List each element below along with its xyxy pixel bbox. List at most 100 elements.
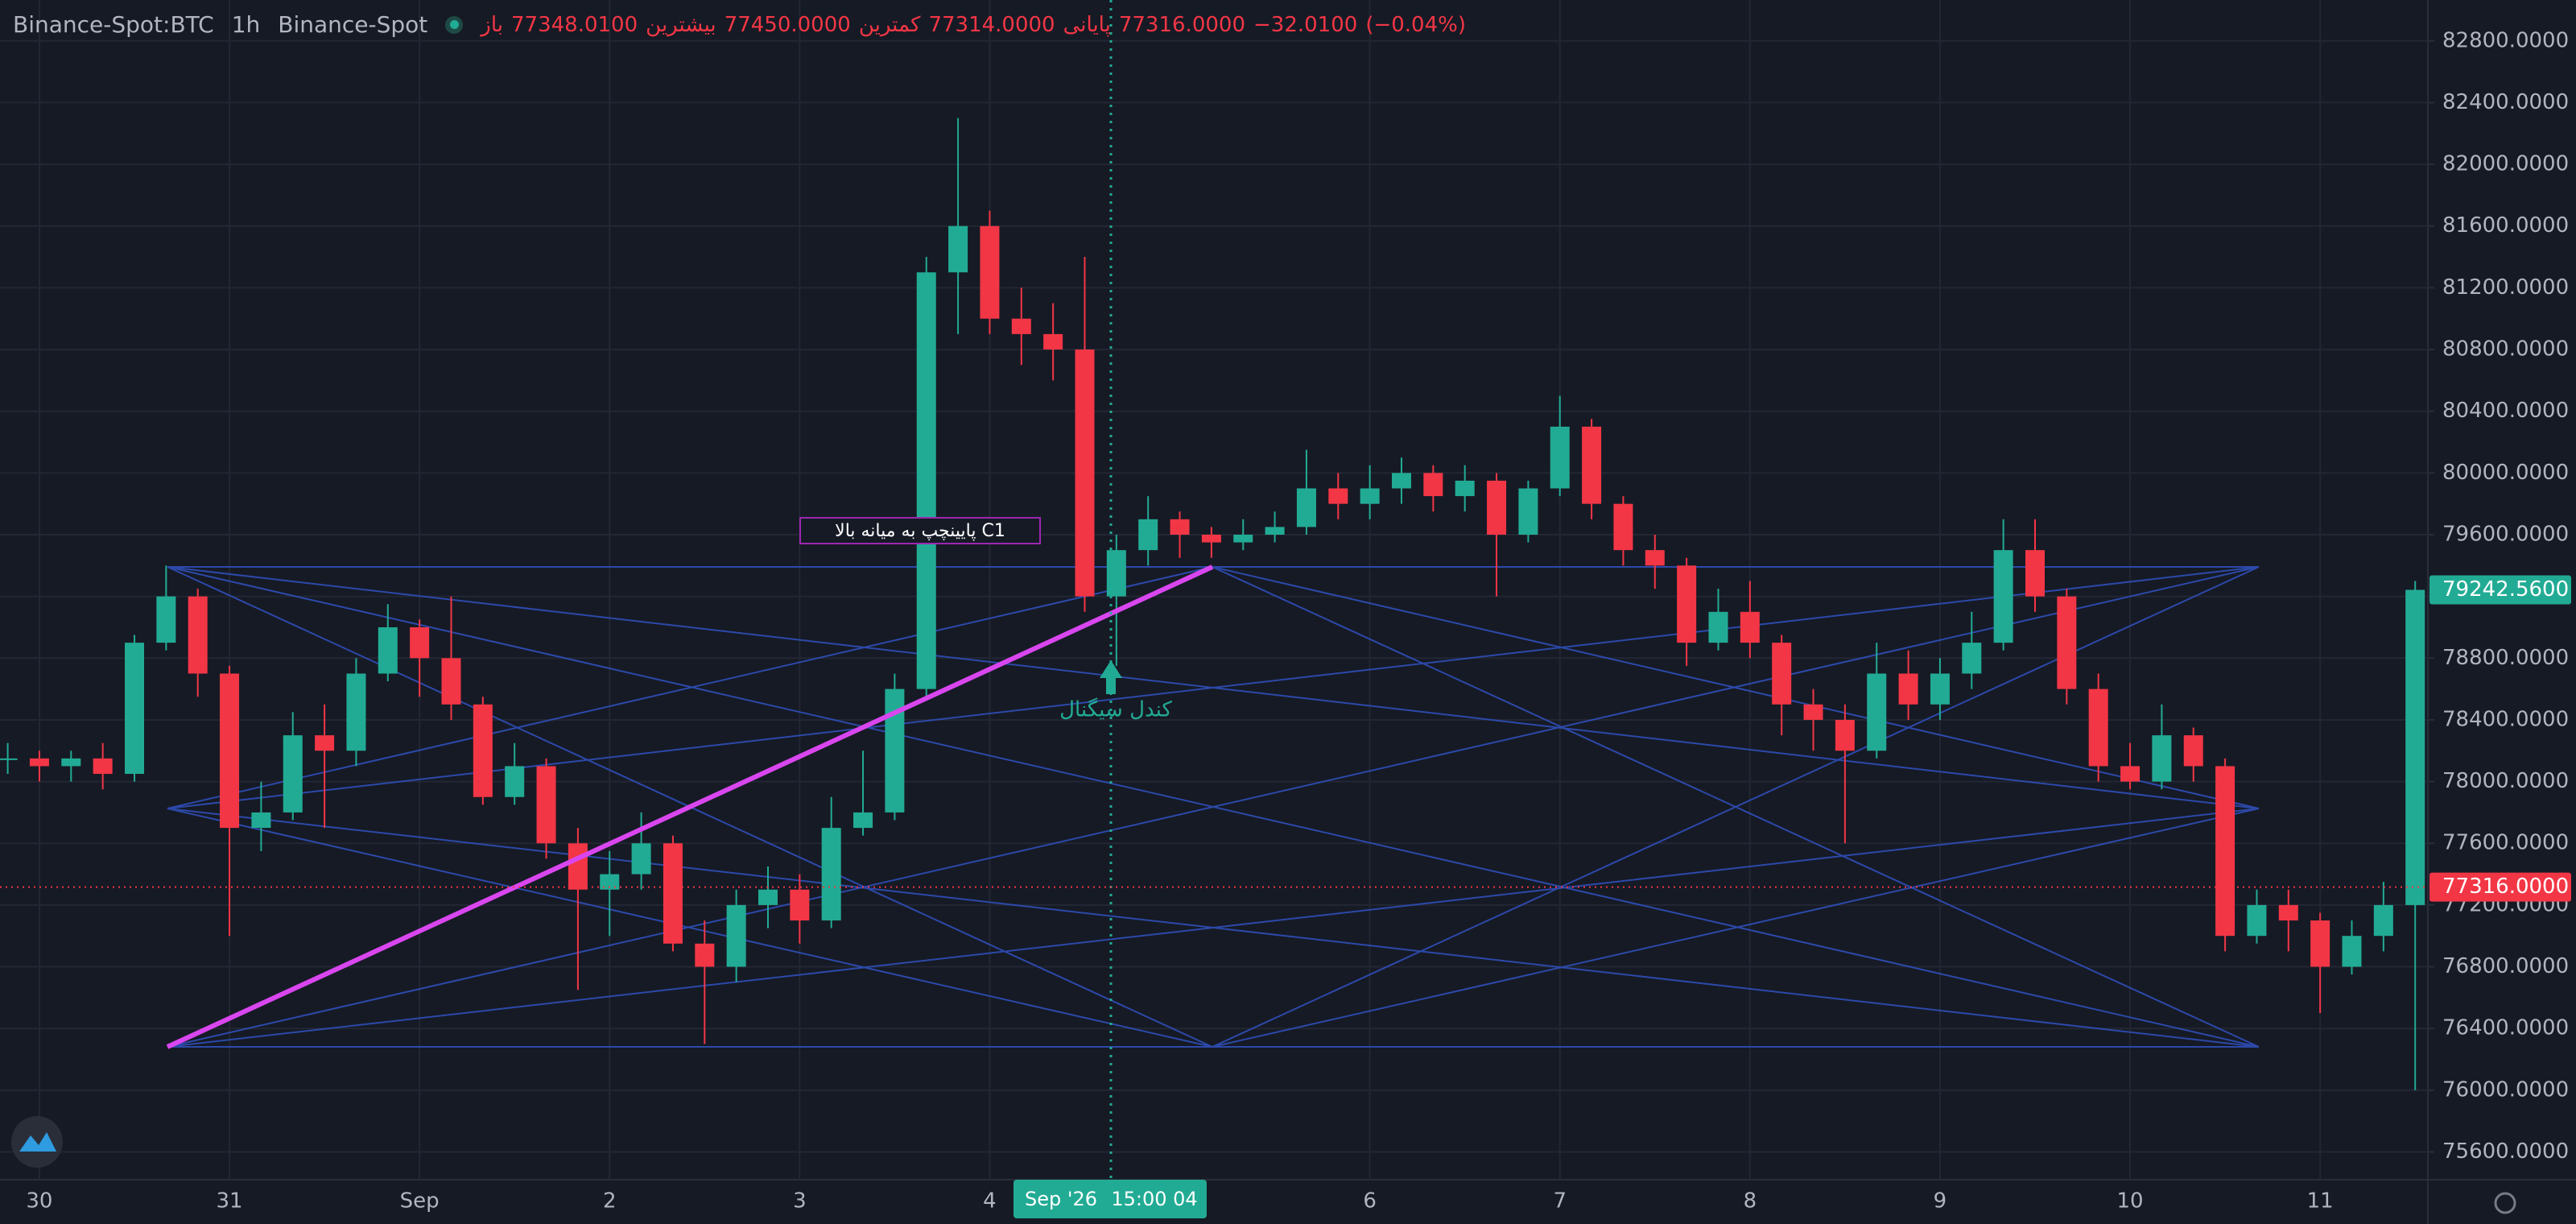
candle-body [2405,589,2425,905]
symbol: Binance-Spot:BTC [13,11,214,38]
crosshair-date: Sep '26 [1025,1188,1097,1210]
y-tick-label: 80800.0000 [2442,337,2569,362]
candle-body [2215,766,2235,937]
candle-body [2120,766,2140,782]
candle-body [980,225,1000,319]
drawing-line [1212,566,2260,1048]
candle-body [948,225,968,273]
settings-gear[interactable] [2494,1192,2516,1214]
candle-body [1201,534,1221,543]
candle-body [1803,704,1823,720]
candle-body [93,758,113,775]
drawing-line [1212,566,2260,809]
y-tick-label: 82800.0000 [2442,28,2569,52]
drawing-line [1212,808,2260,1048]
candle-body [1772,643,1792,705]
candle-body [1867,673,1887,751]
candle-body [1582,426,1602,504]
price-tag [2429,575,2571,605]
candle-body [2025,550,2045,597]
candle-body [410,626,430,659]
y-tick-label: 77600.0000 [2442,831,2569,855]
candle-body [2373,904,2393,937]
signal-arrow [1100,660,1122,694]
y-tick-label: 81200.0000 [2442,275,2569,300]
candle-body [1518,488,1538,535]
candle-body [1360,488,1380,504]
settings-icon[interactable] [2494,1192,2516,1214]
candle-body [346,673,366,751]
candle-body [1930,673,1950,705]
x-tick-label: Sep [400,1189,440,1214]
candle-body [1993,550,2013,643]
candle-body [821,828,841,921]
candle-body [156,596,176,643]
y-tick-label: 79600.0000 [2442,522,2569,546]
candle-body [2088,688,2108,767]
candle-body [1898,673,1918,705]
candle-body [61,758,81,767]
candle-body [1011,318,1031,334]
candle-body [1075,349,1095,597]
candle-body [631,843,651,875]
x-tick-label: 10 [2117,1189,2144,1214]
candle-body [758,889,778,905]
ohlc-value: 77450.0000 [724,12,851,37]
signal-label: کندل سیگنال [1059,697,1172,722]
candle-body [220,673,240,829]
exchange: Binance-Spot [278,11,428,38]
candle-body [2152,735,2172,782]
candle-body [568,843,588,890]
candle-body [1962,643,1982,674]
candle-body [1233,534,1253,543]
trend-line [166,564,1214,1049]
logo-circle [11,1116,63,1168]
ohlc-value: 77348.0100 [511,12,638,37]
candle-body [1392,473,1411,489]
candle-body [473,704,493,797]
candles [0,118,2425,1090]
candle-body [790,889,810,921]
candle-body [251,812,271,829]
annotation-text: پایینچپ به میانه بالا C1 [835,521,1005,541]
candle-body [1106,550,1126,597]
candle-body [853,812,873,829]
candle-body [2278,904,2298,921]
x-tick-label: 31 [217,1189,243,1214]
candle-body [726,904,746,967]
x-tick-label: 3 [793,1189,807,1214]
x-tick-label: 2 [603,1189,617,1214]
interval: 1h [231,11,261,38]
candle-body [1043,333,1063,350]
candle-body [378,626,398,674]
candle-body [600,874,620,890]
ohlc-label: کمترین [858,12,921,37]
price-tag-label: 77316.0000 [2442,875,2569,899]
candle-body [1138,519,1158,551]
x-tick-label: 8 [1744,1189,1757,1214]
candle-body [2342,936,2362,967]
candle-body [188,596,208,674]
y-tick-label: 80400.0000 [2442,399,2569,423]
logo [11,1116,63,1168]
candle-body [125,643,144,775]
drawings [167,566,2260,1048]
y-tick-label: 78000.0000 [2442,769,2569,793]
y-tick-label: 76000.0000 [2442,1077,2569,1102]
candle-body [1265,527,1285,535]
ohlc: باز 77348.0100 بیشترین 77450.0000 کمترین 7731… [481,13,1466,37]
candle-body [1645,550,1665,566]
candle-body [1740,611,1760,643]
price-tag [2429,872,2571,902]
price-tag-label: 79242.5600 [2442,577,2569,602]
drawing-line [167,808,2260,1048]
y-tick-label: 76800.0000 [2442,954,2569,978]
logo-shape [19,1132,56,1152]
candle-body [1296,488,1316,527]
crosshair-time-tag [1013,1180,1207,1218]
header: Binance-Spot:BTC 1h Binance-Spot باز 7734… [13,11,1466,38]
ohlc-label: باز [481,12,503,37]
